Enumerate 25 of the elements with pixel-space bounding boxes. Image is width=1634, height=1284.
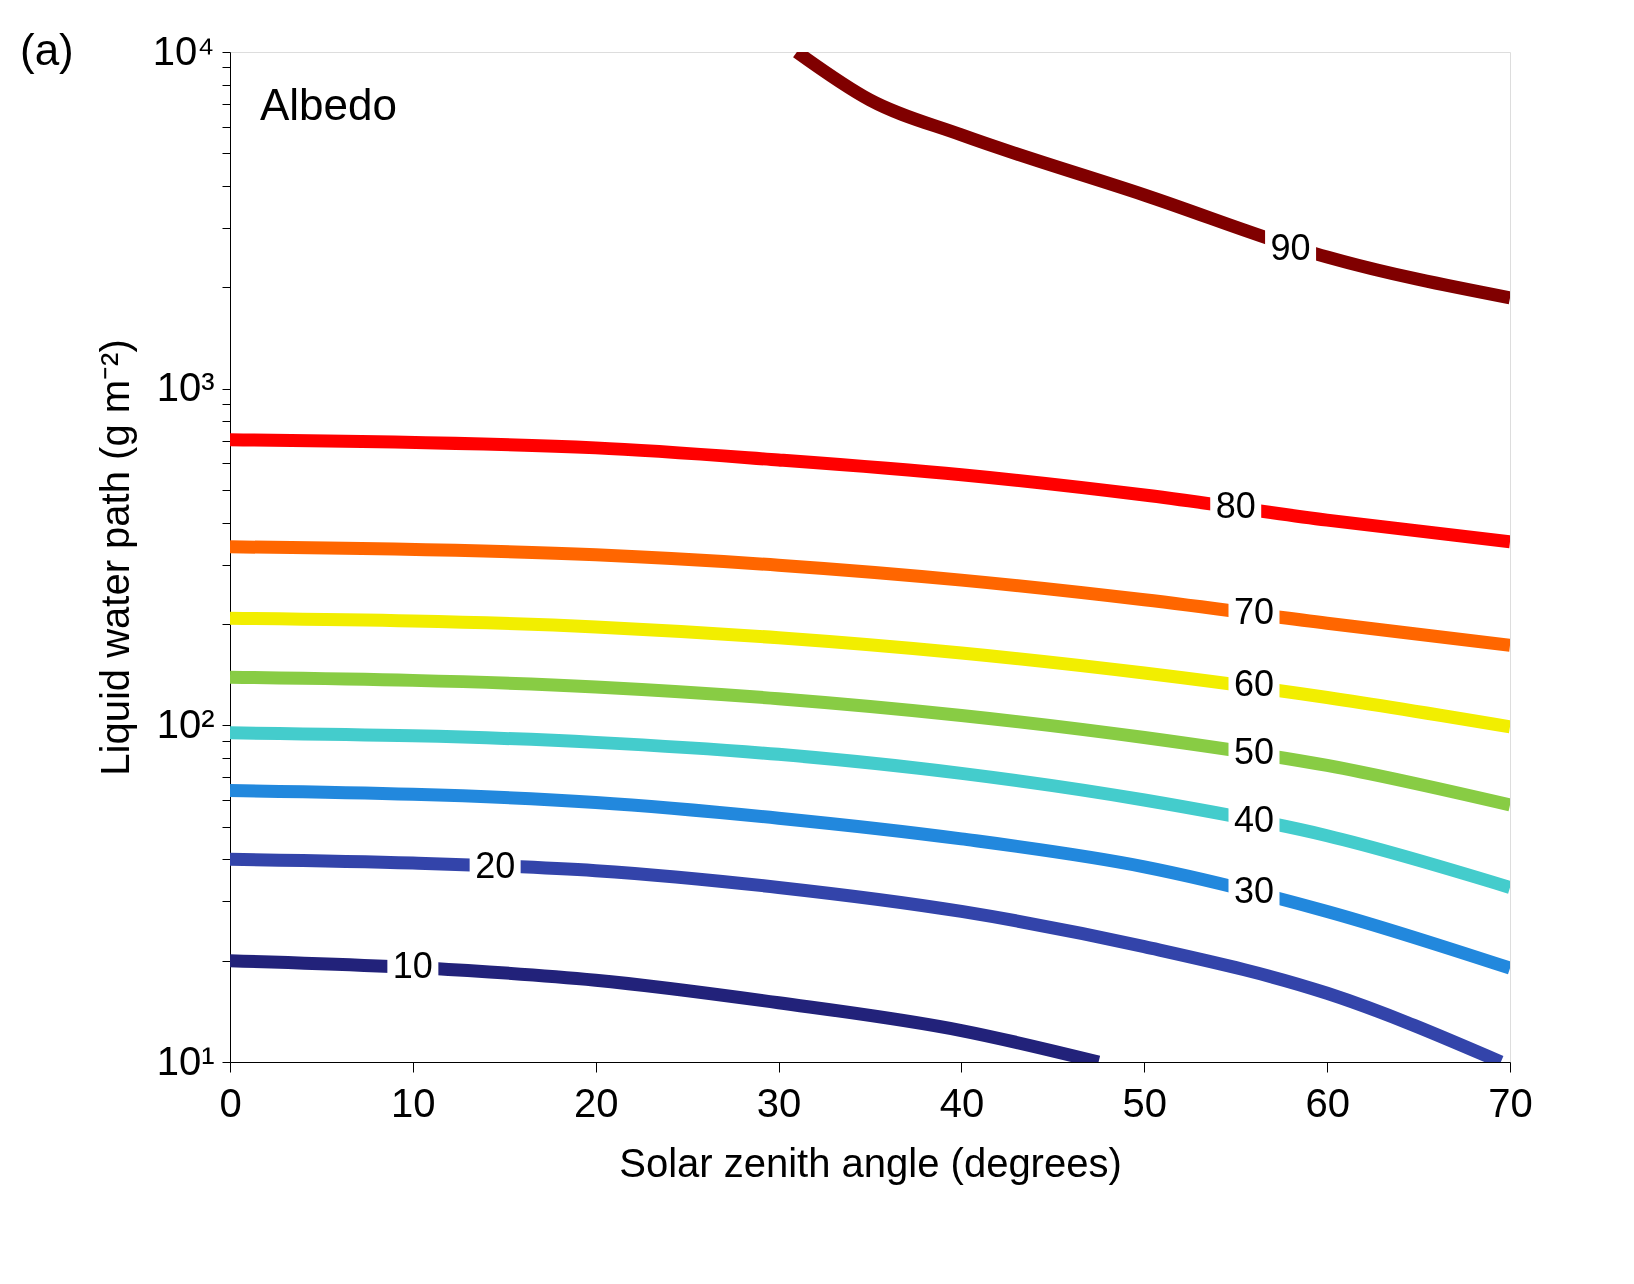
annotation: 10 [392, 945, 433, 987]
annotation: 30 [1233, 869, 1275, 911]
x-tick-label: 70 [1488, 1080, 1533, 1125]
annotation: 90 [1270, 226, 1311, 268]
annotation: Albedo [260, 80, 398, 129]
y-axis-title: Liquid water path (g m⁻²) [92, 339, 137, 776]
x-tick-label: 20 [573, 1080, 619, 1125]
annotation: 50 [1233, 730, 1275, 772]
y-tick-label: 10⁴ [152, 28, 215, 73]
x-tick-label: 60 [1305, 1080, 1350, 1125]
annotation: 80 [1215, 485, 1256, 527]
x-tick-label: 40 [939, 1080, 985, 1125]
x-tick-label: 10 [391, 1080, 436, 1125]
x-axis-title: Solar zenith angle (degrees) [619, 1140, 1122, 1185]
annotation: 70 [1233, 591, 1275, 633]
y-tick-label: 10² [156, 701, 215, 746]
x-tick-label: 0 [219, 1080, 242, 1125]
annotation: 60 [1233, 662, 1275, 704]
x-tick-label: 50 [1122, 1080, 1168, 1125]
annotation: 20 [475, 844, 516, 886]
text: (a) [20, 25, 74, 74]
annotation: 40 [1233, 798, 1275, 840]
x-tick-label: 30 [756, 1080, 802, 1125]
y-tick-label: 10¹ [156, 1038, 215, 1083]
y-tick-label: 10³ [156, 365, 215, 410]
